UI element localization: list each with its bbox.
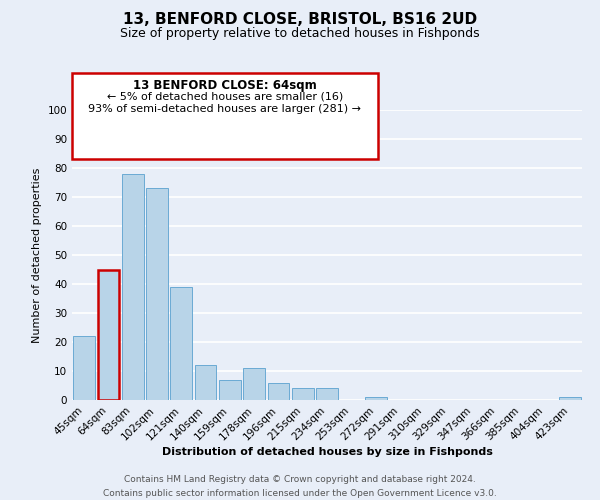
Bar: [73, 336, 95, 400]
Text: Size of property relative to detached houses in Fishponds: Size of property relative to detached ho…: [120, 28, 480, 40]
Text: 13, BENFORD CLOSE, BRISTOL, BS16 2UD: 13, BENFORD CLOSE, BRISTOL, BS16 2UD: [123, 12, 477, 28]
Y-axis label: Number of detached properties: Number of detached properties: [32, 168, 42, 342]
Bar: [292, 388, 314, 400]
X-axis label: Distribution of detached houses by size in Fishponds: Distribution of detached houses by size …: [161, 448, 493, 458]
Bar: [146, 188, 168, 400]
Bar: [194, 365, 217, 400]
Text: 93% of semi-detached houses are larger (281) →: 93% of semi-detached houses are larger (…: [89, 104, 361, 114]
Text: 13 BENFORD CLOSE: 64sqm: 13 BENFORD CLOSE: 64sqm: [133, 78, 317, 92]
Bar: [268, 382, 289, 400]
Bar: [122, 174, 143, 400]
Bar: [365, 397, 386, 400]
Text: ← 5% of detached houses are smaller (16): ← 5% of detached houses are smaller (16): [107, 92, 343, 102]
Bar: [97, 270, 119, 400]
Bar: [243, 368, 265, 400]
Bar: [170, 287, 192, 400]
Bar: [316, 388, 338, 400]
Bar: [219, 380, 241, 400]
Bar: [559, 397, 581, 400]
Text: Contains HM Land Registry data © Crown copyright and database right 2024.
Contai: Contains HM Land Registry data © Crown c…: [103, 476, 497, 498]
